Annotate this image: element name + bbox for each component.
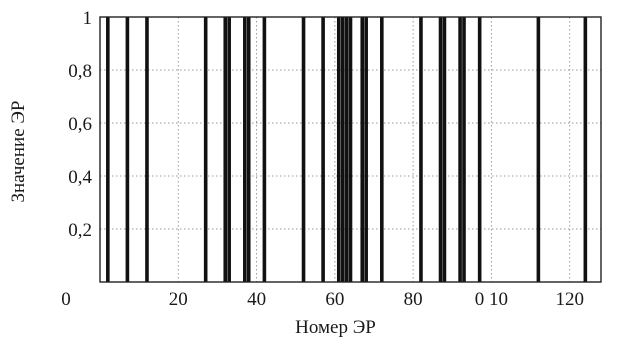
bar xyxy=(125,17,130,282)
bar xyxy=(340,17,345,282)
y-tick-labels: 0,2 0,4 0,6 0,8 1 xyxy=(68,8,92,241)
y-tick-label: 1 xyxy=(83,8,93,29)
bar xyxy=(301,17,306,282)
bar xyxy=(477,17,482,282)
plot-frame xyxy=(99,16,602,283)
x-tick-label: 0 10 xyxy=(475,289,508,310)
bar xyxy=(458,17,462,282)
bar xyxy=(536,17,541,282)
bar xyxy=(442,17,447,282)
x-tick-label: 80 xyxy=(404,289,423,310)
bar xyxy=(348,17,353,282)
bar xyxy=(419,17,423,282)
bar xyxy=(227,17,231,282)
x-tick-label: 60 xyxy=(325,289,344,310)
x-tick-label: 120 xyxy=(555,289,584,310)
bar xyxy=(246,17,251,282)
y-tick-label: 0,6 xyxy=(68,114,92,135)
bar xyxy=(321,17,325,282)
bar xyxy=(364,17,368,282)
bar xyxy=(380,17,384,282)
bar xyxy=(262,17,267,282)
x-tick-label: 20 xyxy=(169,289,188,310)
bar xyxy=(243,17,247,282)
y-tick-label: 0,8 xyxy=(68,61,92,82)
bar xyxy=(344,17,349,282)
x-tick-labels: 0 20 40 60 80 0 10 120 xyxy=(61,289,584,310)
bars-group xyxy=(106,17,588,282)
bar xyxy=(145,17,149,282)
x-tick-label: 40 xyxy=(247,289,266,310)
grid-lines xyxy=(100,16,601,282)
bar xyxy=(360,17,365,282)
bar xyxy=(336,17,341,282)
bar xyxy=(223,17,228,282)
y-tick-label: 0,4 xyxy=(68,167,92,188)
y-tick-label: 0,2 xyxy=(68,220,92,241)
bar xyxy=(438,17,443,282)
y-axis-label: Значение ЭР xyxy=(8,101,29,203)
bar xyxy=(106,17,110,282)
bar xyxy=(203,17,208,282)
x-tick-label: 0 xyxy=(61,289,71,310)
bar xyxy=(583,17,588,282)
x-axis-label: Номер ЭР xyxy=(295,317,376,338)
bar xyxy=(462,17,466,282)
